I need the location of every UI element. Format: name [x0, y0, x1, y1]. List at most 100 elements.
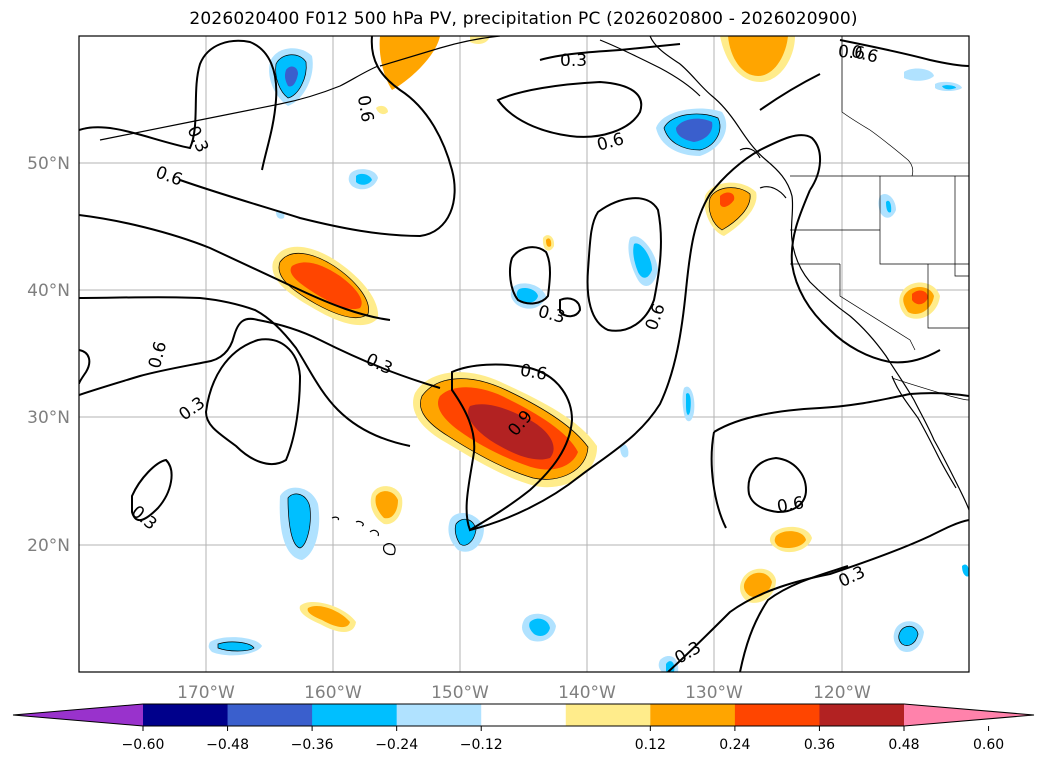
coastline-mainland-detail [739, 147, 787, 199]
precip-blob-negative [288, 493, 311, 548]
colorbar-bin [227, 704, 313, 726]
pv-contour [131, 458, 173, 522]
precip-blob-negative [686, 393, 691, 415]
border-alaska-canada [841, 36, 914, 177]
lon-tick-label: 130°W [685, 683, 743, 703]
colorbar-bin [481, 704, 567, 726]
colorbar-tick-label: 0.24 [719, 737, 750, 753]
precip-outline [663, 113, 721, 151]
pv-contour [710, 431, 727, 529]
pv-contour [496, 80, 643, 138]
longitude-labels: 170°W 160°W 150°W 140°W 130°W 120°W [177, 683, 871, 703]
precip-blob-negative [284, 66, 298, 87]
latitude-labels: 50°N 40°N 30°N 20°N [27, 154, 70, 556]
pv-contour [469, 134, 821, 531]
colorbar-extend-max [904, 704, 1034, 726]
border-states [790, 176, 969, 351]
coastline-hawaii [331, 516, 396, 556]
precip-shading [208, 36, 969, 672]
colorbar-bin [143, 704, 229, 726]
precip-blob-alaska [379, 36, 440, 90]
precip-outline [420, 378, 589, 480]
pv-contour [586, 197, 662, 332]
precip-blob-negative [633, 243, 652, 278]
map-panel: 0.3 0.6 0.6 0.3 0.6 0.3 0.6 0.3 0.6 0.6 … [78, 35, 970, 673]
colorbar-tick-label: 0.36 [804, 737, 835, 753]
contour-label: 0.6 [775, 493, 805, 517]
precip-outline [708, 187, 751, 231]
colorbar-tick-label: −0.60 [122, 737, 165, 753]
precip-blob-negative [529, 618, 550, 636]
precip-outline [278, 252, 369, 318]
precip-blob-midlatitude [290, 262, 362, 310]
colorbar-bin [565, 704, 651, 726]
precip-blob-small [743, 572, 772, 598]
precip-blob-negative [455, 519, 476, 546]
precip-blob-subtropical [468, 404, 554, 460]
colorbar-tick-label: 0.12 [635, 737, 666, 753]
precip-blob-bc-top [728, 36, 788, 76]
pv-contour [790, 189, 941, 364]
colorbar-bin [734, 704, 820, 726]
pv-contour [451, 363, 574, 532]
colorbar-tick-label: 0.60 [973, 737, 1004, 753]
colorbar: −0.60 −0.48 −0.36 −0.24 −0.12 0.12 0.24 0.36 0.4… [12, 703, 1035, 753]
lon-tick-label: 160°W [304, 683, 362, 703]
precip-blob-negative [886, 200, 892, 213]
coastlines [99, 36, 969, 556]
pv-contour [79, 39, 278, 171]
precip-outlines [217, 54, 919, 652]
pv-contour [739, 565, 849, 672]
precip-blob-small [546, 238, 552, 247]
colorbar-extend-min [13, 704, 143, 726]
precip-blob-negative [942, 85, 956, 90]
precip-outline [898, 625, 919, 646]
precip-blob-negative [904, 68, 934, 81]
pv-contour [509, 246, 551, 305]
political-borders [790, 36, 969, 401]
precip-outline [275, 54, 307, 99]
pv-contour [713, 392, 969, 433]
pv-contour [559, 297, 582, 318]
precip-blob-negative [356, 173, 372, 185]
pv-contour [539, 43, 681, 61]
colorbar-tick-label: 0.48 [888, 737, 919, 753]
pv-contour [204, 338, 302, 465]
pv-contours [79, 36, 969, 672]
colorbar-tick-label: −0.48 [206, 737, 249, 753]
precip-outline [287, 493, 311, 549]
contour-label: 0.6 [837, 42, 866, 64]
lon-tick-label: 170°W [177, 683, 235, 703]
coastline-aleutians [99, 65, 379, 141]
pv-contour [839, 39, 969, 67]
colorbar-bin [312, 704, 398, 726]
lon-tick-label: 120°W [813, 683, 871, 703]
map-title: 2026020400 F012 500 hPa PV, precipitatio… [189, 9, 858, 29]
contour-label: 0.6 [353, 94, 377, 124]
lon-tick-label: 140°W [558, 683, 616, 703]
precip-blob-negative [516, 288, 538, 303]
map-background [79, 36, 969, 672]
lat-tick-label: 40°N [27, 281, 70, 301]
colorbar-bin [396, 704, 482, 726]
colorbar-bin [819, 704, 905, 726]
pv-contour [747, 456, 808, 514]
colorbar-tick-label: −0.12 [460, 737, 503, 753]
pv-contour [667, 519, 969, 672]
pv-contour [79, 317, 441, 396]
precip-blob-small [307, 605, 350, 628]
map-frame [78, 35, 970, 673]
lat-tick-label: 30°N [27, 408, 70, 428]
coastline-baja [891, 375, 957, 489]
colorbar-tick-label: −0.24 [375, 737, 418, 753]
contour-label: 0.3 [560, 51, 587, 71]
precip-blob-negative [218, 641, 254, 651]
coastline-north-america [649, 36, 969, 511]
pv-contour [179, 36, 456, 238]
precip-blob-small [376, 105, 388, 115]
coastline-alaska-panhandle [599, 39, 701, 97]
coastline-alaska [379, 36, 501, 67]
precip-outline [217, 641, 255, 652]
pv-contour [759, 73, 821, 111]
